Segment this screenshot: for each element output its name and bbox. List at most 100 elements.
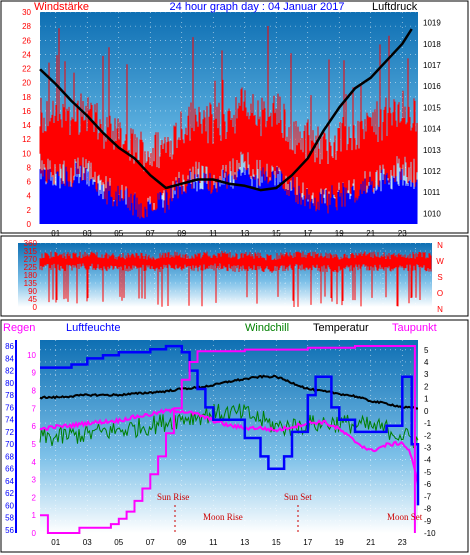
humidity-tick-label: 60 [5,501,14,510]
wind-axis-label: Windstärke [34,1,89,13]
pressure-tick-label: 1014 [423,125,441,134]
hour-tick-label: 05 [114,538,123,547]
hour-tick-label: 07 [146,229,155,238]
temp-tick-label: -3 [424,443,432,452]
compass-letter: O [437,289,443,298]
hour-tick-label: 13 [240,538,249,547]
rain-tick-label: 3 [32,476,37,485]
dewpoint-series [39,407,419,486]
moon-rise-label: Moon Rise [203,512,243,522]
hour-tick-label: 11 [209,229,218,238]
sun-rise-label: Sun Rise [157,492,189,502]
rain-tick-label: 9 [32,369,37,378]
direction-tick-label: 315 [24,247,38,256]
hour-tick-label: 15 [272,538,281,547]
hour-tick-label: 17 [303,538,312,547]
wind-tick-label: 14 [22,121,31,130]
pressure-tick-label: 1012 [423,167,441,176]
direction-tick-label: 225 [24,263,38,272]
hour-tick-label: 21 [366,229,375,238]
hour-tick-label: 11 [209,538,218,547]
temp-x-axis-ticks: 01 03 05 07 09 11 13 15 17 19 21 23 [51,538,407,547]
hour-tick-label: 23 [398,538,407,547]
temp-tick-label: -9 [424,517,432,526]
direction-tick-label: 0 [33,303,38,312]
wind-tick-label: 22 [22,65,31,74]
wind-tick-label: 2 [27,206,32,215]
compass-letter: N [437,241,443,250]
temp-tick-label: 5 [424,346,429,355]
wind-tick-label: 30 [22,8,31,17]
humidity-tick-label: 68 [5,452,14,461]
wind-tick-label: 4 [27,192,32,201]
wind-pressure-series [39,25,418,224]
compass-letter: W [436,257,444,266]
pressure-tick-label: 1019 [423,19,441,28]
moon-set-label: Moon Set [387,512,423,522]
hour-tick-label: 01 [51,229,60,238]
humidity-tick-label: 64 [5,477,14,486]
graph-title: 24 hour graph day : 04 Januar 2017 [170,1,345,13]
temp-tick-label: -5 [424,468,432,477]
humidity-tick-label: 82 [5,367,14,376]
temp-tick-label: -10 [424,529,436,538]
temp-tick-label: -1 [424,419,432,428]
humidity-tick-label: 80 [5,379,14,388]
pressure-axis-ticks: 1010 1011 1012 1013 1014 1015 1016 1017 1018 1019 [423,19,441,219]
rain-axis-ticks: 0 1 2 3 4 5 6 7 8 9 10 [27,351,36,538]
hour-tick-label: 03 [83,538,92,547]
temp-tick-label: 4 [424,358,429,367]
rain-tick-label: 5 [32,440,37,449]
hour-tick-label: 23 [398,229,407,238]
humidity-axis-ticks: 56 58 60 62 64 66 68 70 72 74 76 78 80 82 84 86 [5,340,17,535]
compass-letter: S [437,273,442,282]
temp-tick-label: 1 [424,395,429,404]
wind-tick-label: 10 [22,149,31,158]
wind-tick-label: 12 [22,135,31,144]
temp-tick-label: 0 [424,407,429,416]
rain-tick-label: 6 [32,422,37,431]
wind-direction-series [39,250,432,307]
humidity-tick-label: 66 [5,465,14,474]
sun-set-label: Sun Set [284,492,312,502]
humidity-tick-label: 70 [5,440,14,449]
dewpoint-label: Taupunkt [392,322,437,334]
hour-tick-label: 17 [303,229,312,238]
temperature-label: Temperatur [313,322,369,334]
wind-tick-label: 8 [27,163,32,172]
humidity-axis-label: Luftfeuchte [66,322,120,334]
rain-tick-label: 0 [32,529,37,538]
wind-tick-label: 20 [22,79,31,88]
hour-tick-label: 07 [146,538,155,547]
humidity-tick-label: 74 [5,416,14,425]
wind-tick-label: 28 [22,22,31,31]
temp-tick-label: -6 [424,480,432,489]
direction-tick-label: 180 [24,271,38,280]
humidity-tick-label: 72 [5,428,14,437]
humidity-series [39,344,420,506]
pressure-tick-label: 1013 [423,146,441,155]
hour-tick-label: 09 [177,538,186,547]
direction-tick-label: 360 [24,239,38,248]
rain-tick-label: 10 [27,351,36,360]
compass-letter: N [437,305,443,314]
gust-bars [39,157,418,224]
temp-axis-ticks: 5 4 3 2 1 0 -1 -2 -3 -4 -5 -6 -7 -8 -9 -10 [424,346,436,538]
hour-tick-label: 13 [240,229,249,238]
temp-plot-area [40,340,418,533]
pressure-tick-label: 1010 [423,209,441,218]
wind-tick-label: 24 [22,50,31,59]
direction-tick-label: 135 [24,279,38,288]
humidity-tick-label: 56 [5,526,14,535]
pressure-series [39,28,413,192]
rain-tick-label: 4 [32,458,37,467]
hour-tick-label: 01 [51,538,60,547]
humidity-tick-label: 86 [5,342,14,351]
wind-tick-label: 6 [27,178,32,187]
humidity-tick-label: 62 [5,489,14,498]
temp-tick-label: -7 [424,492,432,501]
rain-tick-label: 2 [32,493,37,502]
